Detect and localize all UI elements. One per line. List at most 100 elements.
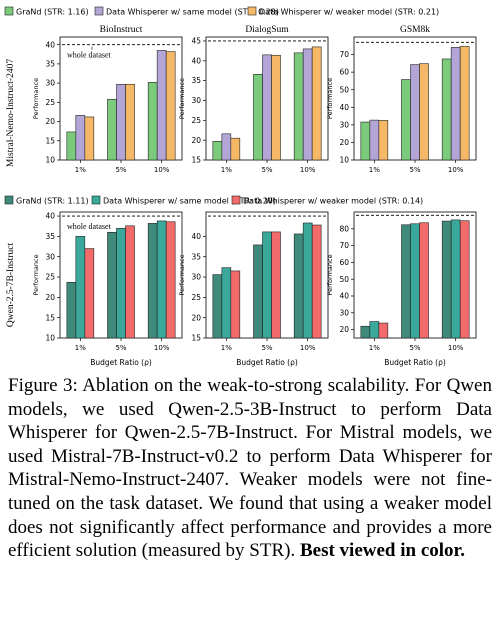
bar (419, 222, 429, 339)
y-tick-label: 30 (339, 120, 349, 129)
y-tick-label: 35 (45, 60, 55, 69)
figure-caption: Figure 3: Ablation on the weak-to-strong… (8, 374, 492, 563)
x-tick-label: 10% (448, 166, 464, 174)
y-tick-label: 15 (45, 136, 55, 145)
bar (459, 220, 470, 339)
bar (165, 221, 176, 339)
bar (147, 223, 158, 339)
bar (125, 225, 135, 339)
row-label: Qwen-2.5-7B-Instruct (6, 243, 16, 328)
y-axis-label: Performance (326, 78, 334, 119)
bar (360, 121, 371, 161)
y-tick-label: 40 (339, 292, 349, 301)
y-tick-label: 15 (45, 313, 55, 322)
y-tick-label: 30 (45, 252, 55, 261)
chart-title: GSM8k (400, 25, 430, 35)
bar (450, 219, 461, 339)
x-tick-label: 1% (75, 166, 86, 174)
y-tick-label: 35 (191, 76, 201, 85)
bar (459, 46, 470, 161)
bar (369, 119, 380, 161)
bar (84, 248, 95, 339)
y-tick-label: 80 (339, 224, 349, 233)
bar (165, 51, 176, 161)
x-tick-label: 5% (409, 166, 420, 174)
x-tick-label: 10% (154, 166, 170, 174)
y-tick-label: 40 (191, 232, 201, 241)
bar (369, 321, 380, 339)
bar (410, 223, 420, 339)
x-tick-label: 5% (115, 166, 126, 174)
y-tick-label: 25 (45, 98, 55, 107)
bar (116, 83, 126, 161)
legend-label: Data Whisperer w/ same model (STR: 0.28) (106, 8, 279, 17)
y-tick-label: 50 (339, 85, 349, 94)
bar (116, 227, 126, 339)
y-tick-label: 20 (45, 117, 55, 126)
bar (302, 222, 313, 339)
y-tick-label: 20 (191, 136, 201, 145)
row-label: Mistral-Nemo-Instruct-2407 (6, 59, 16, 167)
bar (401, 79, 411, 161)
x-tick-label: 10% (300, 166, 316, 174)
whole-dataset-label: whole dataset (67, 51, 112, 60)
bar (253, 244, 263, 339)
bar (410, 64, 420, 161)
y-tick-label: 15 (191, 334, 201, 343)
bar (221, 267, 232, 339)
legend-swatch (4, 6, 14, 16)
legend-label: Data Whisperer w/ weaker model (STR: 0.2… (259, 8, 439, 17)
y-tick-label: 20 (45, 293, 55, 302)
bar (156, 220, 167, 339)
y-axis-label: Performance (178, 254, 186, 295)
bar (293, 233, 304, 339)
legend-swatch (91, 195, 101, 205)
x-tick-label: 5% (261, 166, 272, 174)
bar (230, 137, 241, 161)
bar (378, 322, 389, 339)
y-tick-label: 70 (339, 50, 349, 59)
x-tick-label: 5% (409, 344, 420, 352)
bar (360, 325, 371, 339)
y-tick-label: 60 (339, 68, 349, 77)
y-tick-label: 45 (191, 37, 201, 46)
bar (107, 98, 117, 161)
chart-title: DialogSum (245, 25, 289, 35)
legend-label: Data Whisperer w/ weaker model (STR: 0.1… (243, 197, 423, 206)
x-tick-label: 1% (369, 344, 380, 352)
y-tick-label: 20 (339, 325, 349, 334)
bar (230, 270, 241, 339)
bar (221, 133, 232, 161)
y-tick-label: 35 (191, 252, 201, 261)
y-tick-label: 30 (339, 308, 349, 317)
y-tick-label: 30 (191, 96, 201, 105)
bar (378, 120, 389, 161)
chart-title: BioInstruct (100, 25, 143, 35)
y-tick-label: 20 (191, 313, 201, 322)
bar (253, 73, 263, 161)
y-tick-label: 25 (45, 273, 55, 282)
x-tick-label: 10% (448, 344, 464, 352)
x-tick-label: 1% (221, 344, 232, 352)
bar (84, 116, 95, 161)
bar (66, 131, 77, 161)
x-tick-label: 5% (115, 344, 126, 352)
x-tick-label: 1% (221, 166, 232, 174)
x-tick-label: 5% (261, 344, 272, 352)
y-axis-label: Performance (326, 254, 334, 295)
y-tick-label: 30 (45, 79, 55, 88)
legend-swatch (4, 195, 14, 205)
y-axis-label: Performance (32, 78, 40, 119)
y-tick-label: 40 (339, 103, 349, 112)
bar (66, 282, 77, 339)
bar (262, 54, 272, 161)
caption-bold: Best viewed in color. (299, 540, 465, 562)
x-tick-label: 1% (75, 344, 86, 352)
bar (441, 58, 452, 161)
x-axis-label: Budget Ratio (ρ) (90, 358, 152, 367)
bar (450, 47, 461, 161)
bar (311, 46, 322, 161)
bar (107, 232, 117, 339)
bar (311, 224, 322, 339)
x-tick-label: 10% (300, 344, 316, 352)
